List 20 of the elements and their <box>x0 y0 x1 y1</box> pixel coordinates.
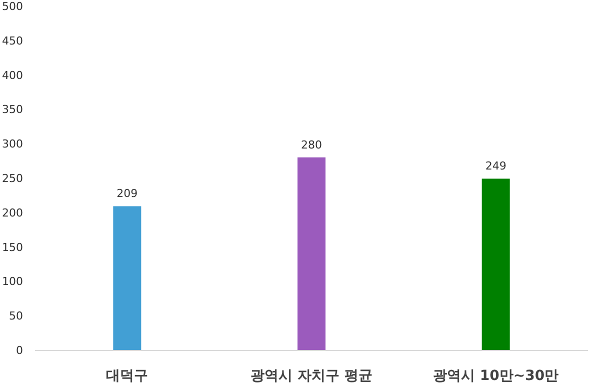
bar <box>113 206 142 350</box>
y-tick-label: 250 <box>2 172 23 185</box>
y-tick-label: 150 <box>2 240 23 254</box>
data-label: 209 <box>116 187 138 200</box>
x-tick-label: 광역시 10만~30만 <box>433 368 559 384</box>
y-tick-label: 0 <box>16 344 23 357</box>
y-tick-label: 100 <box>2 275 23 288</box>
x-tick-label: 대덕구 <box>106 368 148 384</box>
y-tick-label: 300 <box>2 138 23 151</box>
y-tick-label: 500 <box>2 0 23 13</box>
x-tick-label: 광역시 자치구 평균 <box>250 368 372 384</box>
y-tick-label: 200 <box>2 206 23 220</box>
y-tick-label: 350 <box>2 103 23 116</box>
y-tick-label: 450 <box>2 34 23 48</box>
data-label: 249 <box>485 160 506 173</box>
data-label: 280 <box>301 138 322 152</box>
y-tick-label: 50 <box>9 310 23 323</box>
y-tick-label: 400 <box>2 68 23 82</box>
bar <box>298 157 326 350</box>
bar <box>482 178 510 350</box>
